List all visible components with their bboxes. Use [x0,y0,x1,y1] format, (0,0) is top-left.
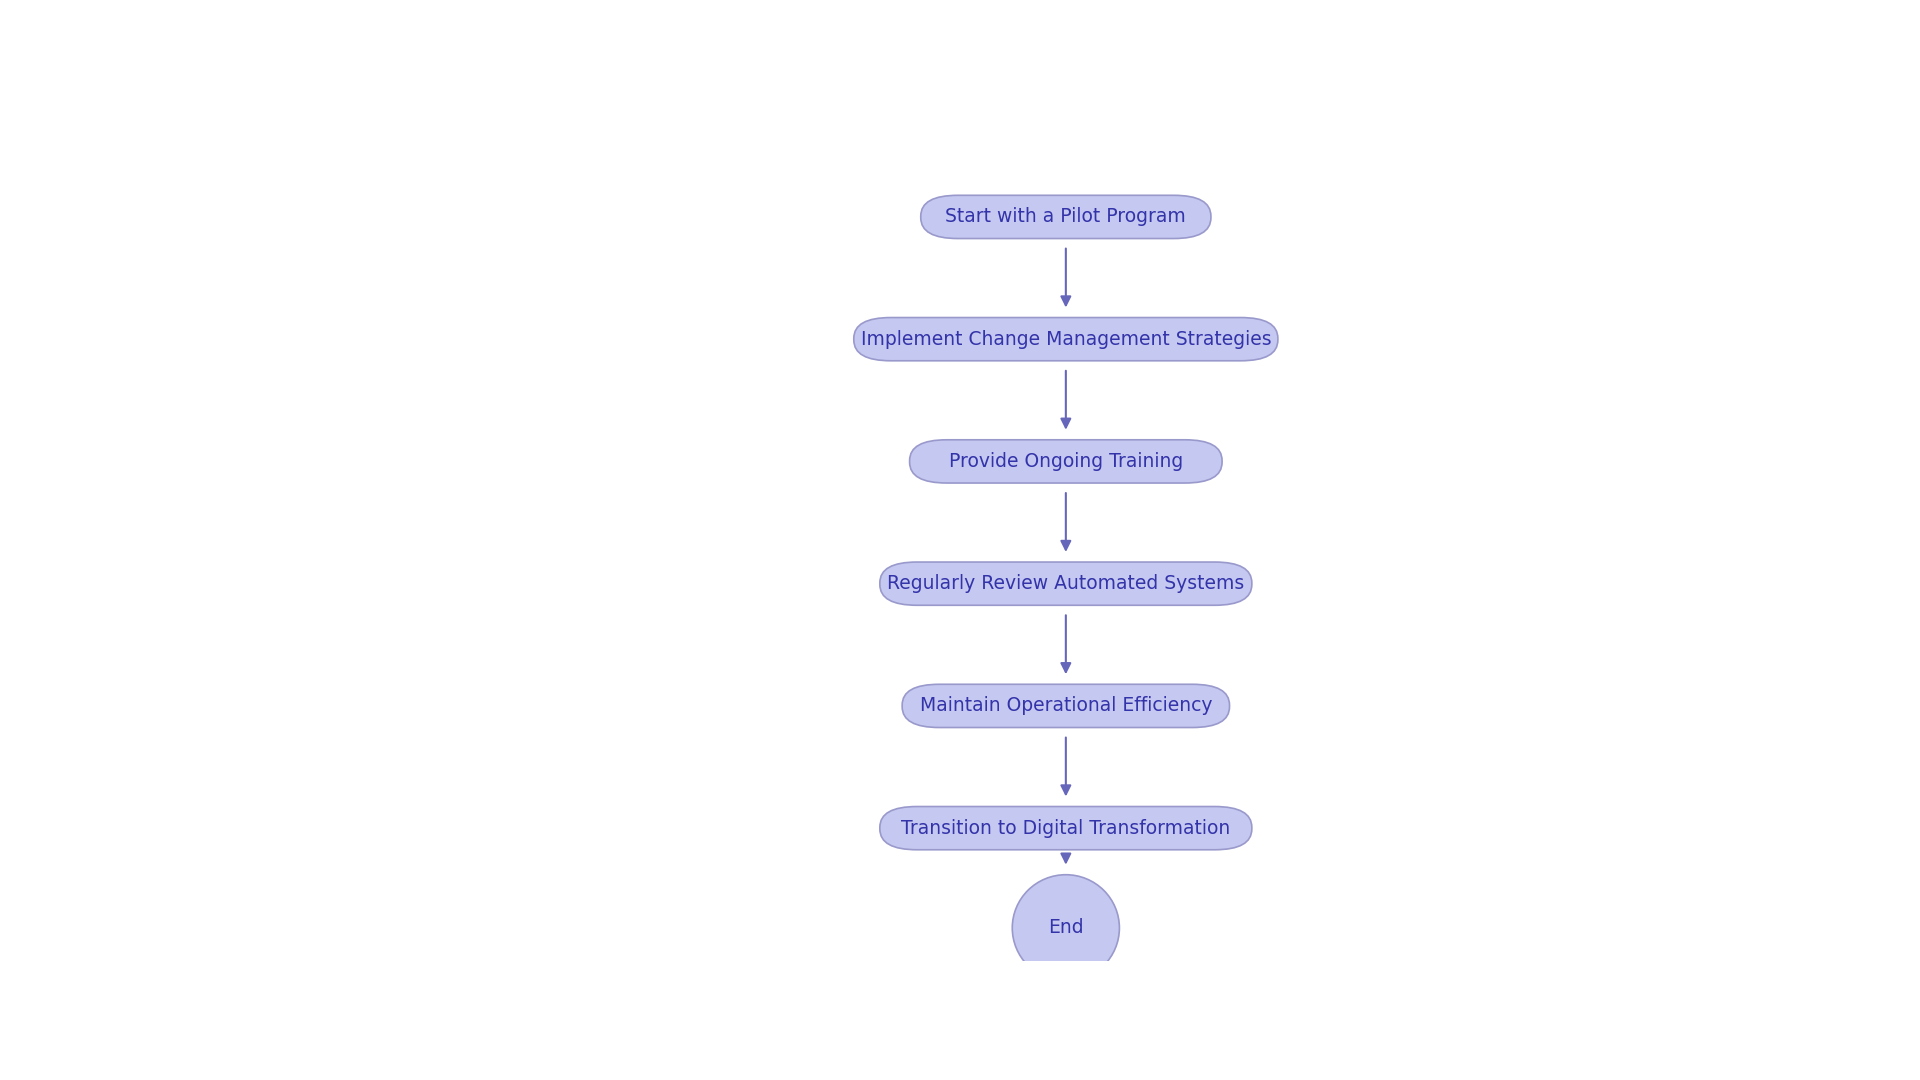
Text: End: End [1048,918,1083,937]
FancyBboxPatch shape [879,562,1252,605]
Text: Start with a Pilot Program: Start with a Pilot Program [945,207,1187,227]
FancyBboxPatch shape [854,318,1279,361]
Text: Regularly Review Automated Systems: Regularly Review Automated Systems [887,575,1244,593]
FancyBboxPatch shape [922,195,1212,239]
FancyBboxPatch shape [879,807,1252,850]
Text: Transition to Digital Transformation: Transition to Digital Transformation [900,819,1231,838]
Text: Maintain Operational Efficiency: Maintain Operational Efficiency [920,697,1212,715]
FancyBboxPatch shape [910,440,1221,483]
FancyBboxPatch shape [902,685,1229,728]
Text: Provide Ongoing Training: Provide Ongoing Training [948,451,1183,471]
Text: Implement Change Management Strategies: Implement Change Management Strategies [860,329,1271,349]
Ellipse shape [1012,875,1119,981]
